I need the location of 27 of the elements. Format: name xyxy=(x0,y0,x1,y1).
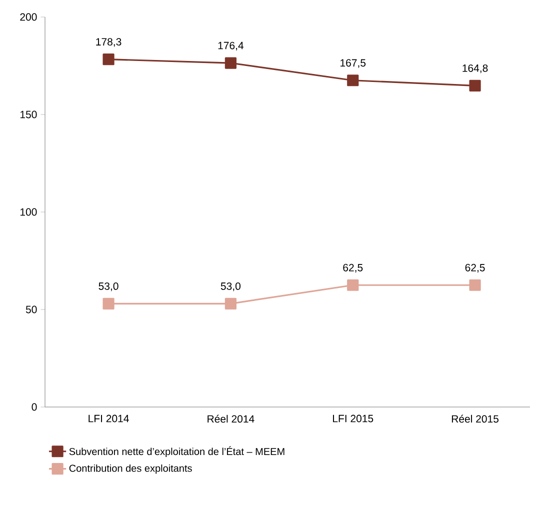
y-tick-label: 200 xyxy=(20,13,37,21)
x-tick-label: Réel 2015 xyxy=(452,414,498,423)
point xyxy=(469,279,481,291)
point xyxy=(347,279,359,291)
y-tick-label: 150 xyxy=(20,110,37,118)
x-tick-label: LFI 2014 xyxy=(88,414,129,422)
y-tick-label: 0 xyxy=(32,403,37,411)
legend-label: Contribution des exploitants xyxy=(69,464,192,474)
x-tick-label: Réel 2014 xyxy=(208,414,254,423)
x-tick-label: LFI 2015 xyxy=(333,414,374,422)
point xyxy=(224,298,236,310)
data-label: 167,5 xyxy=(340,59,366,68)
y-tick-label: 100 xyxy=(20,208,37,216)
point xyxy=(224,57,236,69)
data-label: 62,5 xyxy=(343,264,363,273)
data-label: 164,8 xyxy=(462,64,488,74)
point xyxy=(102,54,114,66)
y-tick-label: 50 xyxy=(26,306,37,314)
data-label: 178,3 xyxy=(96,38,122,47)
data-label: 53,0 xyxy=(220,282,240,292)
point xyxy=(469,80,481,92)
data-label: 176,4 xyxy=(218,42,244,50)
data-label: 62,5 xyxy=(465,264,485,273)
point xyxy=(347,74,359,86)
point xyxy=(102,298,114,310)
legend-label: Subvention nette d’exploitation de l’État – MEEM xyxy=(69,446,284,458)
data-label: 53,0 xyxy=(98,282,118,292)
